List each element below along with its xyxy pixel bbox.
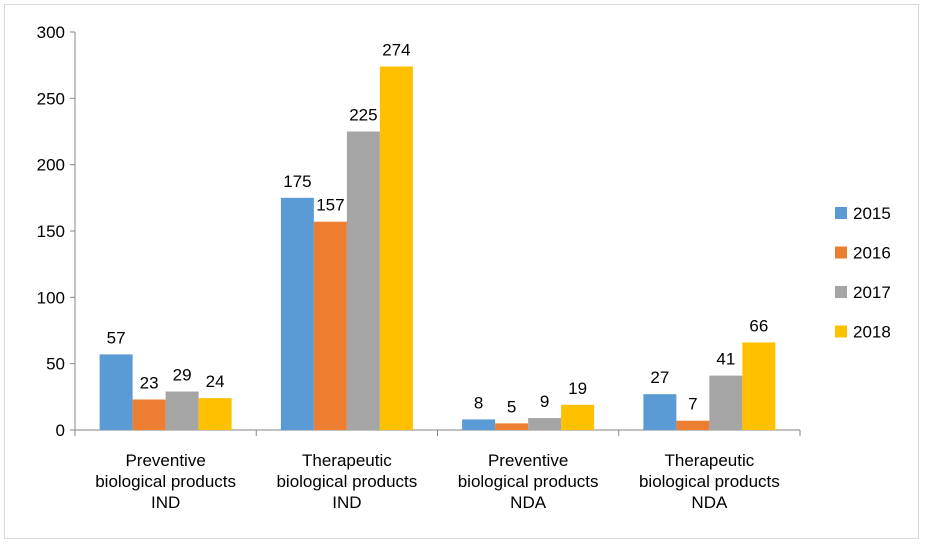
x-tick-label: Therapeutic [302, 451, 392, 470]
y-tick-label: 300 [37, 23, 65, 42]
data-label: 175 [283, 172, 311, 191]
data-label: 9 [540, 392, 549, 411]
data-label: 41 [716, 350, 735, 369]
legend-label: 2018 [853, 323, 891, 342]
data-label: 27 [650, 368, 669, 387]
bar-2015 [280, 197, 314, 430]
bar-2015 [462, 419, 496, 430]
bar-2017 [709, 375, 743, 430]
x-tick-label: biological products [95, 472, 236, 491]
bar-2015 [99, 354, 133, 430]
data-label: 157 [316, 196, 344, 215]
data-label: 57 [107, 328, 126, 347]
data-label: 7 [688, 395, 697, 414]
legend-swatch-2016 [835, 246, 847, 259]
legend-swatch-2015 [835, 207, 847, 219]
chart-frame [4, 4, 919, 539]
x-tick-label: IND [332, 493, 361, 512]
legend-label: 2016 [853, 244, 891, 263]
x-tick-label: biological products [276, 472, 417, 491]
x-tick-label: IND [151, 493, 180, 512]
bar-2017 [346, 131, 380, 430]
x-tick-label: Preventive [488, 451, 568, 470]
y-tick-label: 200 [37, 156, 65, 175]
data-label: 23 [140, 373, 159, 392]
bar-2015 [643, 394, 677, 430]
data-label: 24 [206, 372, 225, 391]
legend-swatch-2017 [835, 286, 847, 298]
bar-2016 [313, 221, 347, 430]
y-tick-label: 0 [56, 421, 65, 440]
data-label: 19 [568, 379, 587, 398]
data-label: 8 [474, 393, 483, 412]
data-label: 225 [349, 106, 377, 125]
y-tick-label: 150 [37, 222, 65, 241]
x-tick-label: Therapeutic [664, 451, 754, 470]
x-tick-label: Preventive [125, 451, 205, 470]
x-tick-label: NDA [691, 493, 728, 512]
bar-2016 [676, 420, 710, 430]
bar-2017 [165, 391, 199, 430]
legend-label: 2015 [853, 204, 891, 223]
y-tick-label: 100 [37, 288, 65, 307]
legend-label: 2017 [853, 283, 891, 302]
data-label: 5 [507, 397, 516, 416]
bar-2017 [528, 418, 562, 430]
y-tick-label: 250 [37, 89, 65, 108]
x-tick-label: biological products [639, 472, 780, 491]
data-label: 274 [382, 40, 410, 59]
bar-2018 [198, 398, 232, 430]
bar-2018 [379, 66, 413, 430]
bar-2018 [561, 404, 595, 430]
x-tick-label: NDA [510, 493, 547, 512]
bar-2018 [742, 342, 776, 430]
x-tick-label: biological products [458, 472, 599, 491]
bar-2016 [132, 399, 166, 430]
data-label: 66 [749, 316, 768, 335]
data-label: 29 [173, 366, 192, 385]
y-tick-label: 50 [46, 355, 65, 374]
legend-swatch-2018 [835, 325, 847, 338]
bar-2016 [495, 423, 529, 430]
